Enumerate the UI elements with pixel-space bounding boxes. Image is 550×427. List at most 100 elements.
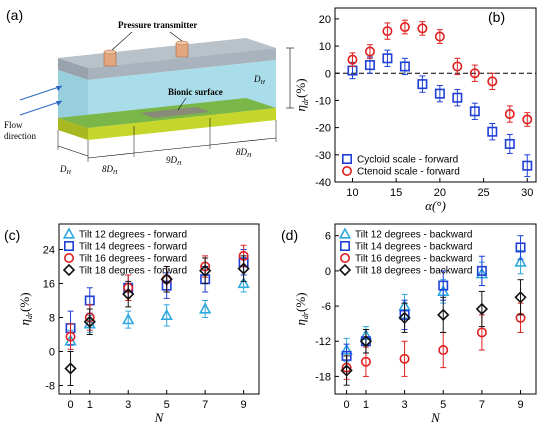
panel-d-legend-marker-3 xyxy=(338,263,352,277)
panel-b-series-0-point-3 xyxy=(399,61,410,72)
channel-top-band-left xyxy=(58,58,88,80)
panel-c-legend-marker-2 xyxy=(64,253,75,264)
panel-c-series-2-point-0 xyxy=(65,331,76,342)
panel-a: (a) Pressure transmitter Bionic surface xyxy=(4,7,294,176)
panel-d-legend-marker-1 xyxy=(339,241,350,252)
panel-c-ytick-label-4: -8 xyxy=(45,381,55,393)
panel-d-ytick-label-4: -18 xyxy=(315,371,331,383)
dim-bottom-8b xyxy=(209,137,277,146)
panel-b-ytick-label-5: -30 xyxy=(315,150,331,162)
panel-c-series-0-point-5 xyxy=(237,276,250,289)
panel-d-legend-marker-2 xyxy=(339,253,350,264)
panel-b-series-0-point-4 xyxy=(417,79,428,90)
panel-d-xlabel: N xyxy=(430,410,441,425)
panel-b-ytick-label-3: -10 xyxy=(315,95,331,107)
panel-b-series-0-point-7 xyxy=(469,106,480,117)
panel-d-letter: (d) xyxy=(281,227,298,243)
panel-d-series-3-point-5 xyxy=(514,291,527,304)
panel-b-series-1-point-10 xyxy=(522,114,533,125)
panel-c-series-3-point-4 xyxy=(199,264,212,277)
panel-d-xtick-label-1: 1 xyxy=(363,399,369,411)
bionic-surface-patch xyxy=(140,107,210,118)
dim-label-8a: 8DH xyxy=(102,164,118,176)
panel-d-series-0-point-5 xyxy=(514,255,527,267)
pressure-transmitter-2-cap xyxy=(175,40,189,46)
panel-b-series-1-point-0 xyxy=(347,54,358,65)
panel-c-xtick-label-3: 5 xyxy=(164,399,170,411)
panel-c-legend-label-2: Tilt 16 degrees - forward xyxy=(79,254,187,265)
panel-d-ytick-label-0: 6 xyxy=(325,231,331,243)
panel-c-series-3-point-0 xyxy=(64,362,77,375)
panel-c-ytick-label-0: 24 xyxy=(43,245,55,257)
panel-d-series-3-point-2 xyxy=(398,311,411,324)
panel-b-ytick-label-1: 10 xyxy=(319,41,331,53)
panel-c-xtick-label-5: 9 xyxy=(241,399,247,411)
panel-b-series-1-point-4 xyxy=(417,23,428,34)
panel-c-series-0-point-2 xyxy=(122,312,135,325)
dim-bottom-8a xyxy=(87,152,135,159)
panel-d-legend-marker-0 xyxy=(338,227,352,239)
panel-b-series-0-point-8 xyxy=(487,126,498,137)
panel-d-xtick-label-5: 9 xyxy=(517,399,523,411)
panel-c-ylabel: ηdr(%) xyxy=(17,292,34,325)
panel-c-ytick-label-2: 8 xyxy=(49,313,55,325)
flow-arrowhead-2 xyxy=(56,101,62,106)
panel-b-xtick-label-3: 25 xyxy=(477,187,489,199)
panel-c-series-3-point-3 xyxy=(160,273,173,286)
panel-b-xtick-label-1: 15 xyxy=(390,187,402,199)
flow-label-line1: Flow xyxy=(4,120,23,130)
panel-d-ytick-label-1: 0 xyxy=(325,266,331,278)
panel-d-series-2-point-2 xyxy=(399,353,410,364)
panel-c-legend-marker-0 xyxy=(62,227,76,239)
panel-b-series-1-point-7 xyxy=(469,68,480,79)
panel-d-ytick-label-2: -6 xyxy=(321,301,331,313)
panel-b-series-0-point-9 xyxy=(504,138,515,149)
pressure-leader-2 xyxy=(169,31,183,42)
panel-d-xtick-label-0: 0 xyxy=(344,399,350,411)
panel-b-series-0-point-10 xyxy=(522,160,533,171)
panel-b-ytick-label-0: 20 xyxy=(319,14,331,26)
panel-d-legend-label-3: Tilt 18 degrees - backward xyxy=(355,266,472,277)
panel-b-letter: (b) xyxy=(488,9,505,25)
panel-b-xtick-label-4: 30 xyxy=(521,187,533,199)
panel-b-xtick-label-2: 20 xyxy=(434,187,446,199)
panel-c-series-3-point-2 xyxy=(122,287,135,301)
panel-c-legend-label-0: Tilt 12 degrees - forward xyxy=(79,230,187,241)
panel-d-series-2-point-1 xyxy=(360,356,371,367)
panel-a-letter: (a) xyxy=(6,7,23,23)
panel-d-series-1-point-3 xyxy=(438,280,449,291)
panel-d-series-2-point-3 xyxy=(438,345,449,356)
panel-c-xtick-label-0: 0 xyxy=(67,399,73,411)
channel-top-band-front xyxy=(88,48,276,80)
panel-b-ytick-label-6: -40 xyxy=(315,177,331,189)
panel-b-series-0-point-6 xyxy=(452,92,463,103)
panel-c-xtick-label-4: 7 xyxy=(202,399,208,411)
flow-label-line2: direction xyxy=(4,131,36,141)
panel-c-xtick-label-1: 1 xyxy=(87,399,93,411)
panel-b-series-1-point-8 xyxy=(487,76,498,87)
panel-d-legend-label-1: Tilt 14 degrees - backward xyxy=(355,242,472,253)
panel-b-legend-label-0: Cycloid scale - forward xyxy=(357,155,458,166)
panel-d-legend-label-0: Tilt 12 degrees - backward xyxy=(355,230,472,241)
panel-b-legend-marker-1 xyxy=(341,166,352,177)
panel-d-legend-label-2: Tilt 16 degrees - backward xyxy=(355,254,472,265)
panel-c-series-3-point-5 xyxy=(237,262,250,275)
panel-b-series-0-point-5 xyxy=(434,88,445,99)
flow-arrow-2 xyxy=(19,100,63,116)
panel-c-series-0-point-3 xyxy=(160,308,173,320)
dim-label-dh: DH xyxy=(59,164,72,176)
panel-c-ytick-label-1: 16 xyxy=(43,279,55,291)
panel-d-xtick-label-4: 7 xyxy=(479,399,485,411)
panel-b-series-0-point-1 xyxy=(364,60,375,71)
pressure-transmitter-label: Pressure transmitter xyxy=(118,20,197,30)
panel-b-ytick-label-4: -20 xyxy=(315,123,331,135)
panel-b-ylabel: ηdr(%) xyxy=(293,78,310,111)
panel-c-series-0-point-4 xyxy=(199,302,212,314)
panel-d-series-1-point-5 xyxy=(515,242,526,253)
panel-b-series-1-point-2 xyxy=(382,26,393,37)
panel-c-series-3-point-1 xyxy=(83,315,96,328)
panel-d-series-3-point-0 xyxy=(340,364,353,377)
panel-b-plot-frame xyxy=(334,7,537,183)
panel-c-legend-label-3: Tilt 18 degrees - forward xyxy=(79,266,187,277)
